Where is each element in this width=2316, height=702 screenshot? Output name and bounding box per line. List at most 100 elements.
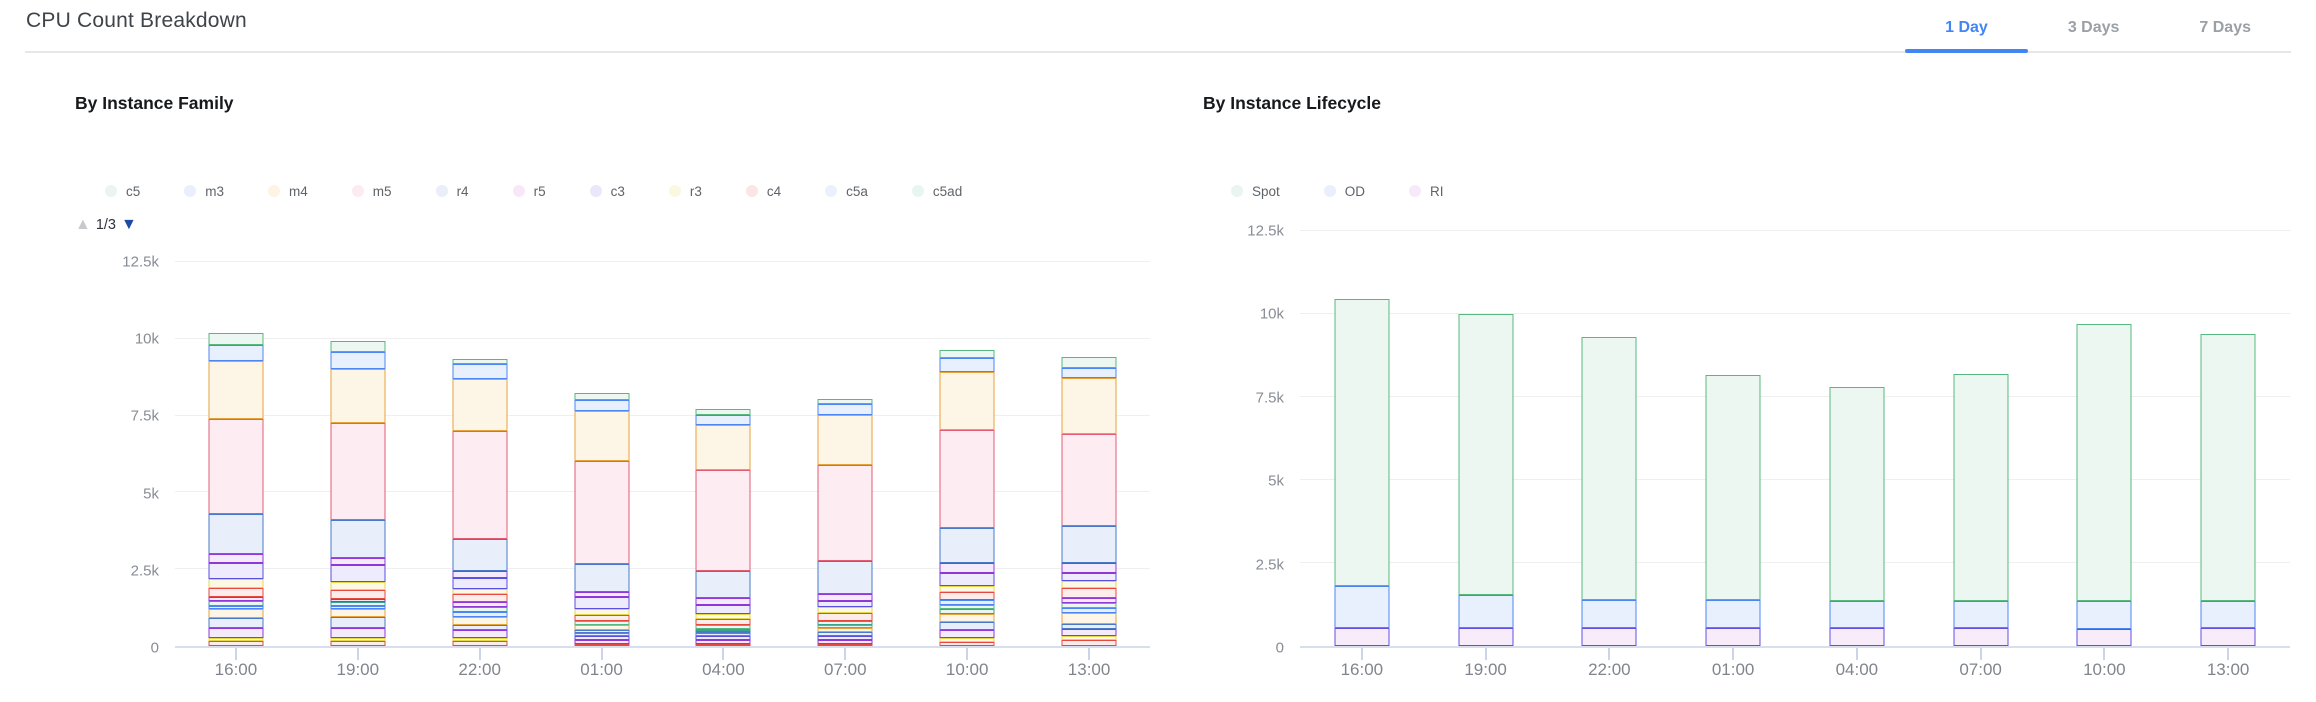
axis-tick — [1608, 648, 1611, 660]
legend-item-c5[interactable]: c5 — [105, 184, 140, 199]
bar-segment-violet — [817, 639, 873, 644]
bar-07-00[interactable] — [1919, 231, 2043, 660]
bar-segment-steel — [574, 563, 630, 592]
legend-item-c5ad[interactable]: c5ad — [911, 184, 962, 199]
bar-01-00[interactable] — [541, 262, 663, 660]
tab-7-days[interactable]: 7 Days — [2199, 19, 2251, 36]
x-tick-label: 10:00 — [2083, 660, 2126, 679]
legend-item-m4[interactable]: m4 — [268, 184, 308, 199]
bar-segment-violet — [574, 639, 630, 644]
y-tick-label: 5k — [1268, 472, 1284, 490]
bar-segment-violet — [939, 563, 995, 573]
chart-by-instance-family: By Instance Family c5 m3 m4 m5 r4 r5 c3 r3 c4 c5a… — [75, 52, 1150, 680]
bar-04-00[interactable] — [1795, 231, 1919, 660]
legend-label: m5 — [372, 183, 392, 199]
legend-item-c3[interactable]: c3 — [589, 184, 625, 199]
legend-item-r5[interactable]: r5 — [512, 184, 546, 199]
tab-3-days[interactable]: 3 Days — [2067, 19, 2120, 36]
bar-segment-steel — [695, 631, 751, 634]
bar-segment-indigo — [939, 572, 995, 586]
x-tick-label: 22:00 — [458, 660, 501, 679]
bar-19-00[interactable] — [1424, 231, 1548, 660]
bar-10-00[interactable] — [906, 262, 1028, 660]
bar-segment-rose — [208, 419, 264, 515]
bar-segment-yellow — [574, 609, 630, 616]
bar-10-00[interactable] — [2043, 231, 2167, 660]
tab-1-day[interactable]: 1 Day — [1905, 4, 2028, 53]
x-tick-label: 13:00 — [1067, 660, 1111, 679]
bar-16-00[interactable] — [175, 262, 297, 660]
y-tick-label: 5k — [143, 485, 159, 503]
bar-16-00[interactable] — [1300, 231, 1424, 660]
x-axis-labels: 16:00 19:00 22:00 01:00 04:00 07:00 10:00 13:00 — [1300, 660, 2290, 680]
gridline — [175, 568, 1150, 570]
legend-item-m5[interactable]: m5 — [351, 183, 392, 199]
legend-item-od[interactable]: OD — [1323, 184, 1365, 199]
time-range-tabs: 1 Day 3 Days 7 Days — [1905, 4, 2291, 53]
bar-segment-amber — [208, 609, 264, 618]
bar-segment-yellow — [452, 638, 508, 642]
bar-segment-yellow — [1061, 635, 1117, 640]
legend-item-c4[interactable]: c4 — [745, 184, 781, 199]
bar-segment-green — [939, 350, 995, 359]
bar-segment-violet — [330, 557, 386, 565]
legend-page-down-icon[interactable]: ▼ — [121, 216, 137, 233]
bar-segment-teal — [939, 609, 995, 614]
bar-segment-violet — [939, 630, 995, 639]
legend-swatch-icon — [105, 185, 117, 197]
bar-22-00[interactable] — [419, 262, 541, 660]
bar-segment-violet — [330, 599, 386, 603]
bar-segment-od — [1458, 594, 1514, 628]
legend-item-spot[interactable]: Spot — [1231, 184, 1280, 199]
legend-item-ri[interactable]: RI — [1409, 184, 1444, 199]
bar-segment-spot — [2200, 333, 2256, 602]
bar-segment-steel — [208, 514, 264, 555]
bar-segment-amber — [939, 371, 995, 430]
bar-segment-yellow — [939, 638, 995, 643]
bar-segment-amber — [695, 424, 751, 470]
legend-item-m3[interactable]: m3 — [184, 184, 224, 199]
bar-19-00[interactable] — [297, 262, 419, 660]
legend-label: r4 — [456, 183, 469, 199]
bar-segment-amber — [452, 617, 508, 626]
bar-segment-steel — [939, 622, 995, 631]
bar-segment-green — [452, 359, 508, 365]
bar-04-00[interactable] — [663, 262, 785, 660]
stacked-bar — [1581, 231, 1637, 646]
bar-segment-violet — [208, 554, 264, 563]
bar-segment-ri — [2076, 629, 2132, 646]
bar-segment-od — [1953, 601, 2009, 628]
bar-segment-indigo — [574, 596, 630, 610]
bar-01-00[interactable] — [1671, 231, 1795, 660]
legend-item-r3[interactable]: r3 — [668, 184, 702, 199]
stacked-bar — [695, 262, 751, 646]
y-axis: 0 2.5k 5k 7.5k 10k 12.5k — [1203, 223, 1300, 657]
bar-segment-rose — [330, 422, 386, 520]
legend-page-up-icon[interactable]: ▲ — [75, 216, 91, 233]
axis-tick — [1732, 648, 1735, 660]
bar-22-00[interactable] — [1548, 231, 1672, 660]
bar-segment-green — [817, 398, 873, 405]
bar-segment-steel — [208, 617, 264, 628]
bar-segment-od — [1334, 586, 1390, 628]
bar-07-00[interactable] — [784, 262, 906, 660]
legend-item-r4[interactable]: r4 — [435, 183, 469, 199]
bar-segment-violet — [1061, 629, 1117, 636]
bar-segment-amber — [939, 613, 995, 623]
bar-segment-amber — [330, 609, 386, 618]
instance-family-legend: c5 m3 m4 m5 r4 r5 c3 r3 c4 c5a c5ad — [105, 178, 1150, 204]
bar-segment-red — [208, 587, 264, 597]
bar-13-00[interactable] — [2166, 231, 2290, 660]
y-tick-label: 2.5k — [1255, 556, 1284, 574]
legend-swatch-icon — [1323, 185, 1336, 197]
x-tick-label: 16:00 — [214, 660, 258, 679]
bar-segment-rose — [695, 469, 751, 572]
bar-segment-red — [695, 619, 751, 625]
bar-13-00[interactable] — [1028, 262, 1150, 660]
axis-tick — [966, 648, 969, 660]
bar-segment-blue — [695, 633, 751, 637]
y-tick-label: 0 — [1275, 639, 1284, 657]
stacked-bar — [1705, 231, 1761, 646]
legend-item-c5a[interactable]: c5a — [825, 184, 868, 199]
bar-segment-amber — [817, 627, 873, 633]
